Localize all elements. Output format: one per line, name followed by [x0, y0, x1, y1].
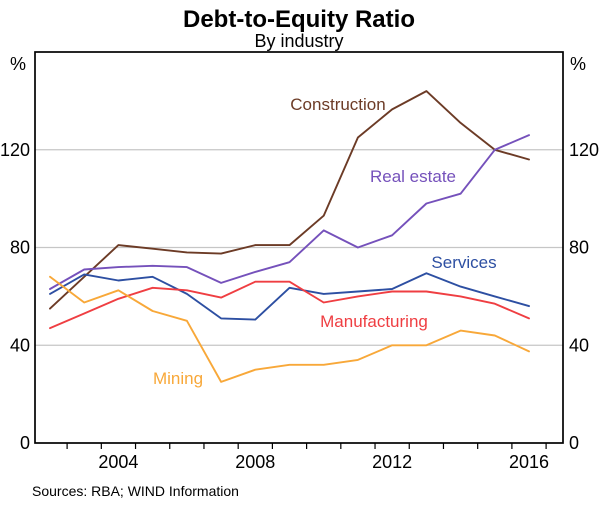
chart-subtitle: By industry	[254, 31, 343, 51]
series-label-manufacturing: Manufacturing	[320, 312, 428, 331]
y-axis-tick-label-right: 40	[569, 335, 589, 355]
y-axis-tick-label-right: 120	[569, 140, 599, 160]
y-axis-tick-label-right: 80	[569, 238, 589, 258]
gridline-layer	[35, 149, 563, 346]
plot-area-border	[34, 51, 564, 444]
x-axis-year-label: 2004	[98, 452, 138, 472]
series-line-services	[49, 272, 530, 321]
y-axis-unit-left: %	[10, 54, 26, 74]
series-line-construction	[49, 90, 530, 310]
x-axis-year-label: 2008	[235, 452, 275, 472]
y-axis-tick-label-left: 40	[10, 335, 30, 355]
x-axis-year-label: 2012	[372, 452, 412, 472]
chart-title: Debt-to-Equity Ratio	[183, 6, 415, 33]
source-note: Sources: RBA; WIND Information	[32, 483, 239, 499]
y-axis-tick-label-left: 0	[20, 433, 30, 453]
y-axis-tick-label-right: 0	[569, 433, 579, 453]
series-label-construction: Construction	[290, 95, 385, 114]
y-axis-unit-right: %	[570, 54, 586, 74]
series-line-mining	[49, 275, 530, 383]
series-label-real-estate: Real estate	[370, 167, 456, 186]
series-line-manufacturing	[49, 280, 530, 330]
series-line-real-estate	[49, 134, 530, 290]
x-axis-year-label: 2016	[509, 452, 549, 472]
series-label-services: Services	[431, 253, 496, 272]
y-axis-tick-label-left: 120	[0, 140, 30, 160]
axis-layer: 0 0 40 40 80 80 120 120 2004 2008 2012 2016	[0, 140, 599, 472]
y-axis-tick-label-left: 80	[10, 238, 30, 258]
series-label-mining: Mining	[153, 369, 203, 388]
series-layer: Construction Real estate Services Manufactu…	[49, 90, 530, 388]
